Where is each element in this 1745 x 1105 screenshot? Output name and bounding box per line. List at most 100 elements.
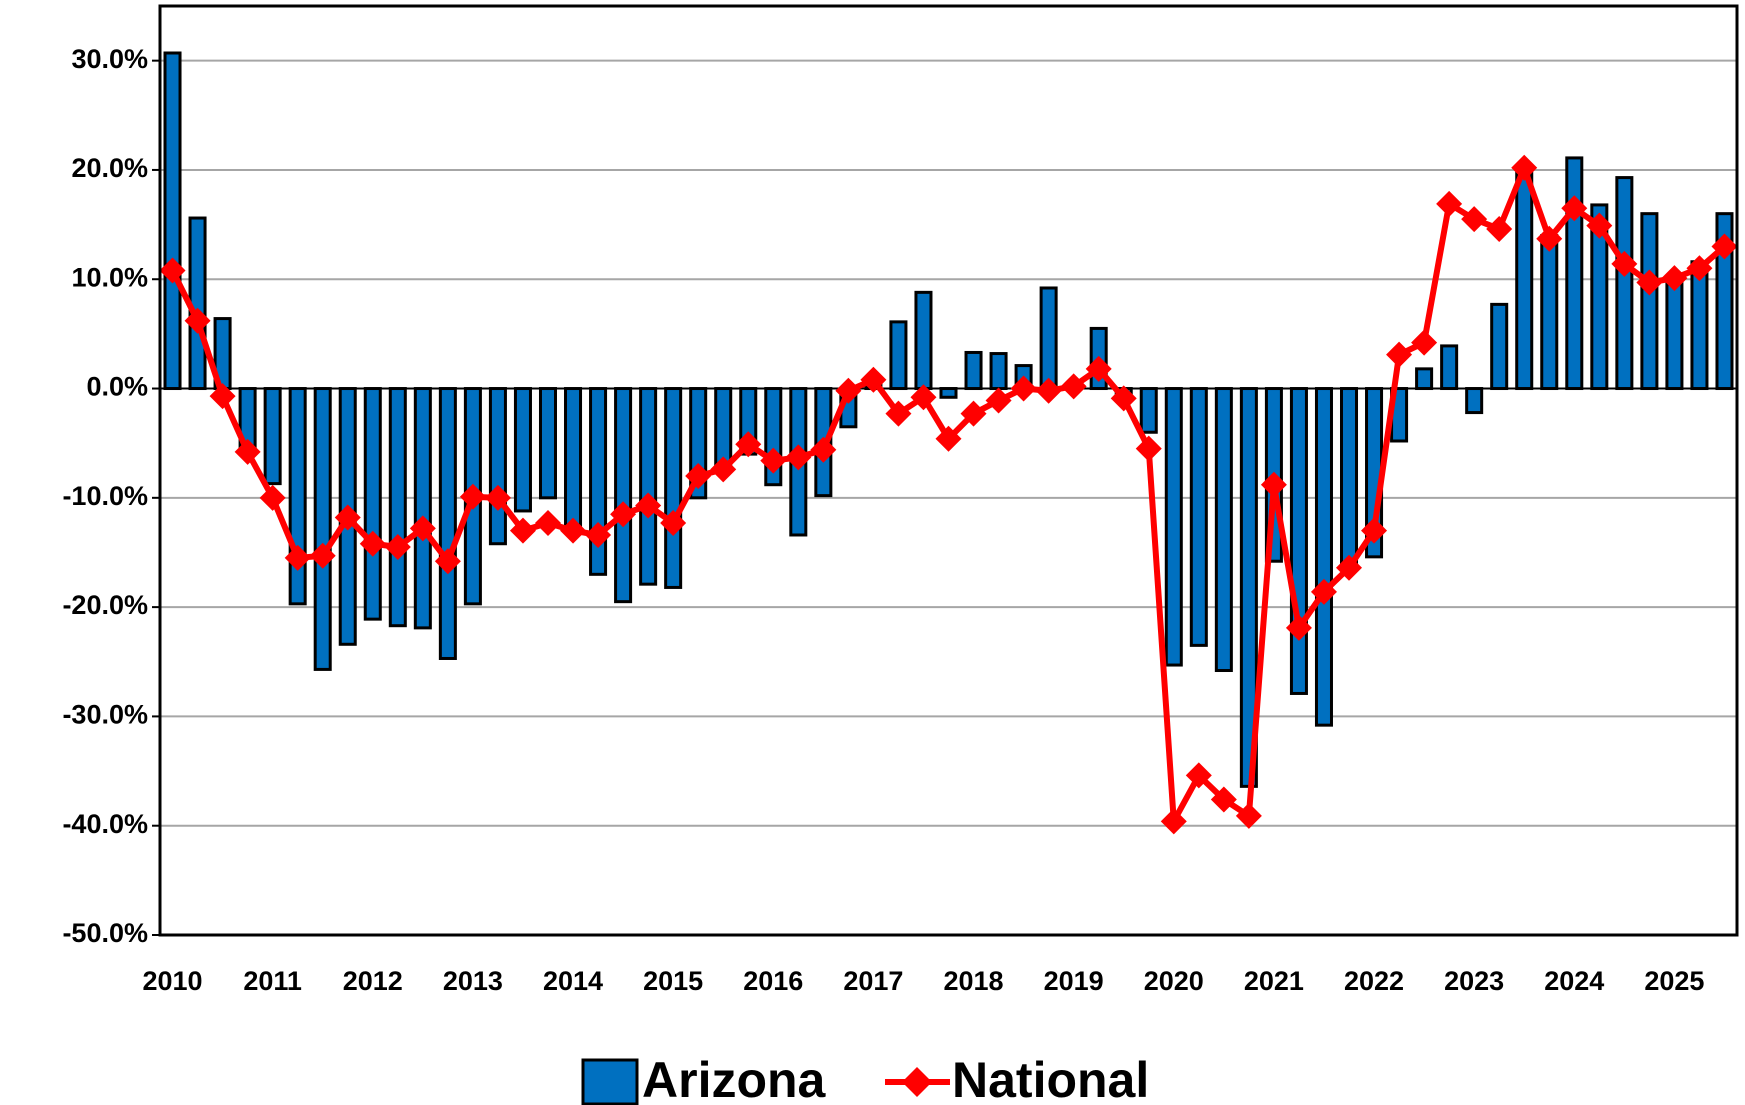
bar <box>488 387 507 546</box>
y-tick-label: 10.0% <box>71 262 148 292</box>
marker <box>910 384 937 411</box>
marker <box>585 521 612 548</box>
x-tick-label: 2024 <box>1544 966 1604 996</box>
marker <box>985 387 1012 414</box>
x-tick-label: 2021 <box>1244 966 1304 996</box>
bar <box>388 387 407 628</box>
marker <box>1486 215 1513 242</box>
legend-swatch <box>581 1058 639 1105</box>
marker <box>635 492 662 519</box>
bar <box>438 387 457 660</box>
bar <box>1339 387 1359 565</box>
y-tick-label: -40.0% <box>62 809 148 839</box>
bar <box>1164 387 1183 667</box>
legend-label: Arizona <box>642 1052 827 1105</box>
bar <box>188 216 207 391</box>
bar <box>664 387 683 589</box>
marker <box>860 366 887 393</box>
x-tick-label: 2014 <box>543 966 603 996</box>
marker <box>685 462 712 489</box>
marker <box>1160 808 1187 835</box>
marker <box>1411 329 1438 356</box>
marker <box>1185 762 1212 789</box>
bar <box>163 51 182 391</box>
bar <box>614 387 633 604</box>
bar <box>1214 387 1233 673</box>
legend-label: National <box>952 1052 1149 1105</box>
marker <box>1386 341 1413 368</box>
marker <box>184 307 211 334</box>
bar <box>1590 203 1609 391</box>
marker <box>960 400 987 427</box>
y-tick-label: -20.0% <box>62 590 148 620</box>
bar <box>1565 156 1584 391</box>
marker <box>1085 355 1112 382</box>
bar <box>313 387 332 671</box>
bar <box>1615 176 1634 391</box>
bar <box>1465 387 1484 415</box>
marker <box>1511 154 1538 181</box>
y-tick-label: -50.0% <box>62 918 148 948</box>
marker <box>1260 471 1287 498</box>
bar <box>413 387 432 630</box>
marker <box>1461 206 1488 233</box>
marker <box>1310 578 1337 605</box>
marker <box>1035 377 1062 404</box>
plot-frame <box>158 4 1739 937</box>
marker <box>259 484 286 511</box>
legend-marker <box>902 1067 932 1097</box>
x-tick-label: 2020 <box>1144 966 1204 996</box>
marker <box>1636 269 1663 296</box>
bar <box>288 387 307 606</box>
marker <box>1711 233 1738 260</box>
x-tick-label: 2013 <box>443 966 503 996</box>
marker <box>234 438 261 465</box>
marker <box>459 483 486 510</box>
marker <box>384 534 411 561</box>
marker <box>1361 517 1388 544</box>
marker <box>484 484 511 511</box>
marker <box>935 425 962 452</box>
x-tick-label: 2010 <box>142 966 202 996</box>
marker <box>1586 212 1613 239</box>
bar <box>964 350 983 391</box>
marker <box>810 436 837 463</box>
bar <box>939 387 958 399</box>
marker <box>1336 554 1363 581</box>
marker <box>610 501 637 528</box>
x-tick-label: 2015 <box>643 966 703 996</box>
marker <box>735 431 762 458</box>
x-tick-label: 2012 <box>343 966 403 996</box>
bar <box>1490 302 1509 391</box>
bar <box>1540 234 1559 391</box>
bar <box>538 387 558 500</box>
x-tick-label: 2016 <box>743 966 803 996</box>
marker <box>309 542 336 569</box>
marker <box>1135 435 1162 462</box>
bar <box>1039 286 1058 391</box>
marker <box>1060 373 1087 400</box>
x-tick-label: 2017 <box>843 966 903 996</box>
bar <box>989 352 1008 391</box>
x-tick-label: 2019 <box>1044 966 1104 996</box>
bar <box>263 387 282 486</box>
bar <box>1139 387 1158 434</box>
marker <box>1611 250 1638 277</box>
bar <box>1440 344 1459 391</box>
bar <box>914 290 933 391</box>
marker <box>1010 375 1037 402</box>
marker <box>1561 195 1588 222</box>
marker <box>835 377 862 404</box>
marker <box>359 530 386 557</box>
marker <box>1285 614 1312 641</box>
marker <box>434 548 461 575</box>
marker <box>1686 255 1713 282</box>
marker <box>1110 385 1137 412</box>
y-tick-label: 20.0% <box>71 153 148 183</box>
bar <box>639 387 658 586</box>
y-tick-label: 30.0% <box>71 44 148 74</box>
bar <box>1515 168 1534 391</box>
marker <box>1536 225 1563 252</box>
marker <box>560 517 587 544</box>
marker <box>760 447 787 474</box>
